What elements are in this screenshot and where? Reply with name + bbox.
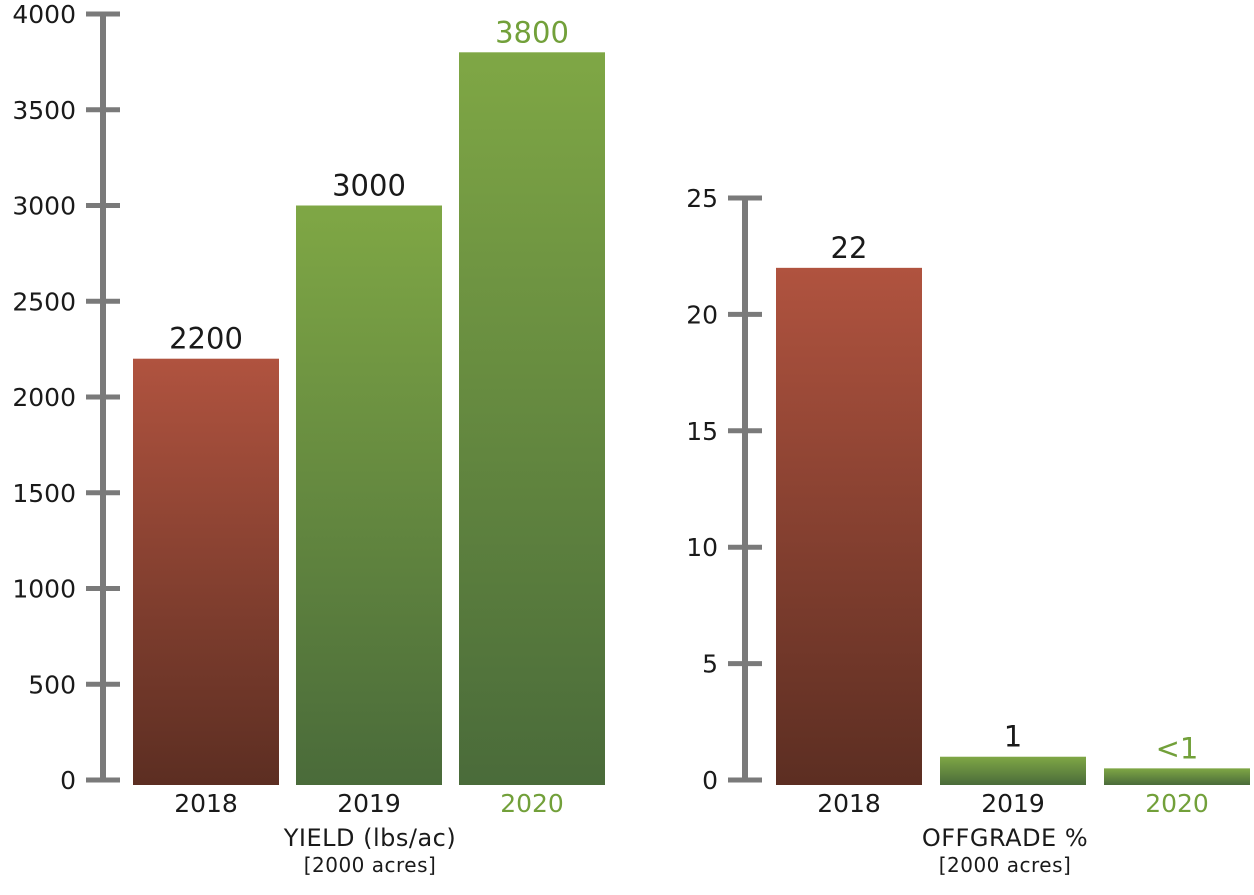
y-tick-label: 2500 bbox=[12, 287, 76, 316]
y-tick-label: 15 bbox=[686, 417, 718, 446]
y-tick-label: 25 bbox=[686, 184, 718, 213]
data-label-2020: <1 bbox=[1156, 731, 1199, 765]
y-tick-label: 5 bbox=[702, 650, 718, 679]
yield-axis-subtitle: [2000 acres] bbox=[304, 853, 437, 877]
category-label-2020: 2020 bbox=[1145, 789, 1209, 818]
offgrade-axis-title: OFFGRADE % bbox=[922, 824, 1088, 852]
category-label-2020: 2020 bbox=[500, 789, 564, 818]
y-tick-label: 1500 bbox=[12, 479, 76, 508]
bar-2019 bbox=[296, 205, 442, 785]
bar-2020 bbox=[459, 52, 605, 786]
offgrade-chart: 0 5 10 15 20 25 22 2018 1 2019 <1 2020 bbox=[686, 184, 1250, 818]
y-tick-label: 0 bbox=[702, 766, 718, 795]
category-label-2019: 2019 bbox=[981, 789, 1045, 818]
y-tick-label: 3500 bbox=[12, 96, 76, 125]
category-label-2018: 2018 bbox=[174, 789, 238, 818]
bar-2018 bbox=[776, 267, 922, 786]
data-label-2018: 2200 bbox=[169, 322, 243, 356]
y-tick-label: 500 bbox=[28, 670, 76, 699]
data-label-2018: 22 bbox=[831, 231, 868, 265]
offgrade-axis-subtitle: [2000 acres] bbox=[939, 853, 1072, 877]
bar-2018 bbox=[133, 358, 279, 785]
yield-chart: 0 500 1000 1500 2000 2500 3000 3500 4000 2200 2018… bbox=[12, 0, 605, 818]
y-tick-label: 10 bbox=[686, 533, 718, 562]
bar-2019 bbox=[940, 756, 1086, 785]
y-tick-label: 2000 bbox=[12, 383, 76, 412]
y-tick-label: 4000 bbox=[12, 0, 76, 29]
y-tick-label: 3000 bbox=[12, 192, 76, 221]
category-label-2018: 2018 bbox=[817, 789, 881, 818]
y-tick-label: 20 bbox=[686, 300, 718, 329]
y-tick-label: 0 bbox=[60, 766, 76, 795]
y-tick-label: 1000 bbox=[12, 575, 76, 604]
data-label-2019: 1 bbox=[1004, 720, 1022, 754]
bar-2020 bbox=[1104, 768, 1250, 785]
data-label-2019: 3000 bbox=[332, 169, 406, 203]
yield-axis-title: YIELD (lbs/ac) bbox=[283, 824, 457, 852]
data-label-2020: 3800 bbox=[495, 15, 569, 49]
category-label-2019: 2019 bbox=[337, 789, 401, 818]
